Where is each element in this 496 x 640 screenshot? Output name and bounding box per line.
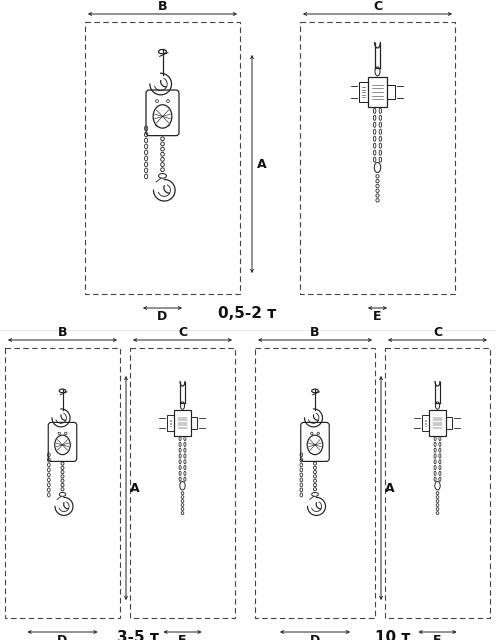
Text: 0,5-2 т: 0,5-2 т xyxy=(218,305,277,321)
Text: C: C xyxy=(433,326,442,339)
Text: E: E xyxy=(178,634,187,640)
Bar xyxy=(255,348,375,618)
Text: C: C xyxy=(373,1,382,13)
Bar xyxy=(368,77,387,108)
Bar xyxy=(446,417,452,429)
Text: 3-5 т: 3-5 т xyxy=(117,630,159,640)
Ellipse shape xyxy=(153,105,172,128)
Text: B: B xyxy=(58,326,67,339)
Text: E: E xyxy=(433,634,442,640)
Bar xyxy=(191,417,197,429)
Ellipse shape xyxy=(307,435,323,454)
Ellipse shape xyxy=(55,435,70,454)
Text: C: C xyxy=(178,326,187,339)
Bar xyxy=(429,410,446,436)
Bar xyxy=(359,82,368,102)
Bar xyxy=(422,415,429,431)
Bar xyxy=(387,85,395,99)
Text: A: A xyxy=(257,157,267,170)
Text: B: B xyxy=(158,1,167,13)
Bar xyxy=(385,348,490,618)
Text: A: A xyxy=(385,481,395,495)
Bar xyxy=(167,415,174,431)
Bar xyxy=(130,348,235,618)
Bar xyxy=(300,22,455,294)
Text: 10 т: 10 т xyxy=(375,630,411,640)
Text: B: B xyxy=(310,326,320,339)
Text: E: E xyxy=(373,310,382,323)
Text: D: D xyxy=(58,634,67,640)
Bar xyxy=(174,410,191,436)
Bar xyxy=(85,22,240,294)
Text: A: A xyxy=(130,481,140,495)
Bar xyxy=(5,348,120,618)
Text: D: D xyxy=(310,634,320,640)
Text: D: D xyxy=(157,310,168,323)
